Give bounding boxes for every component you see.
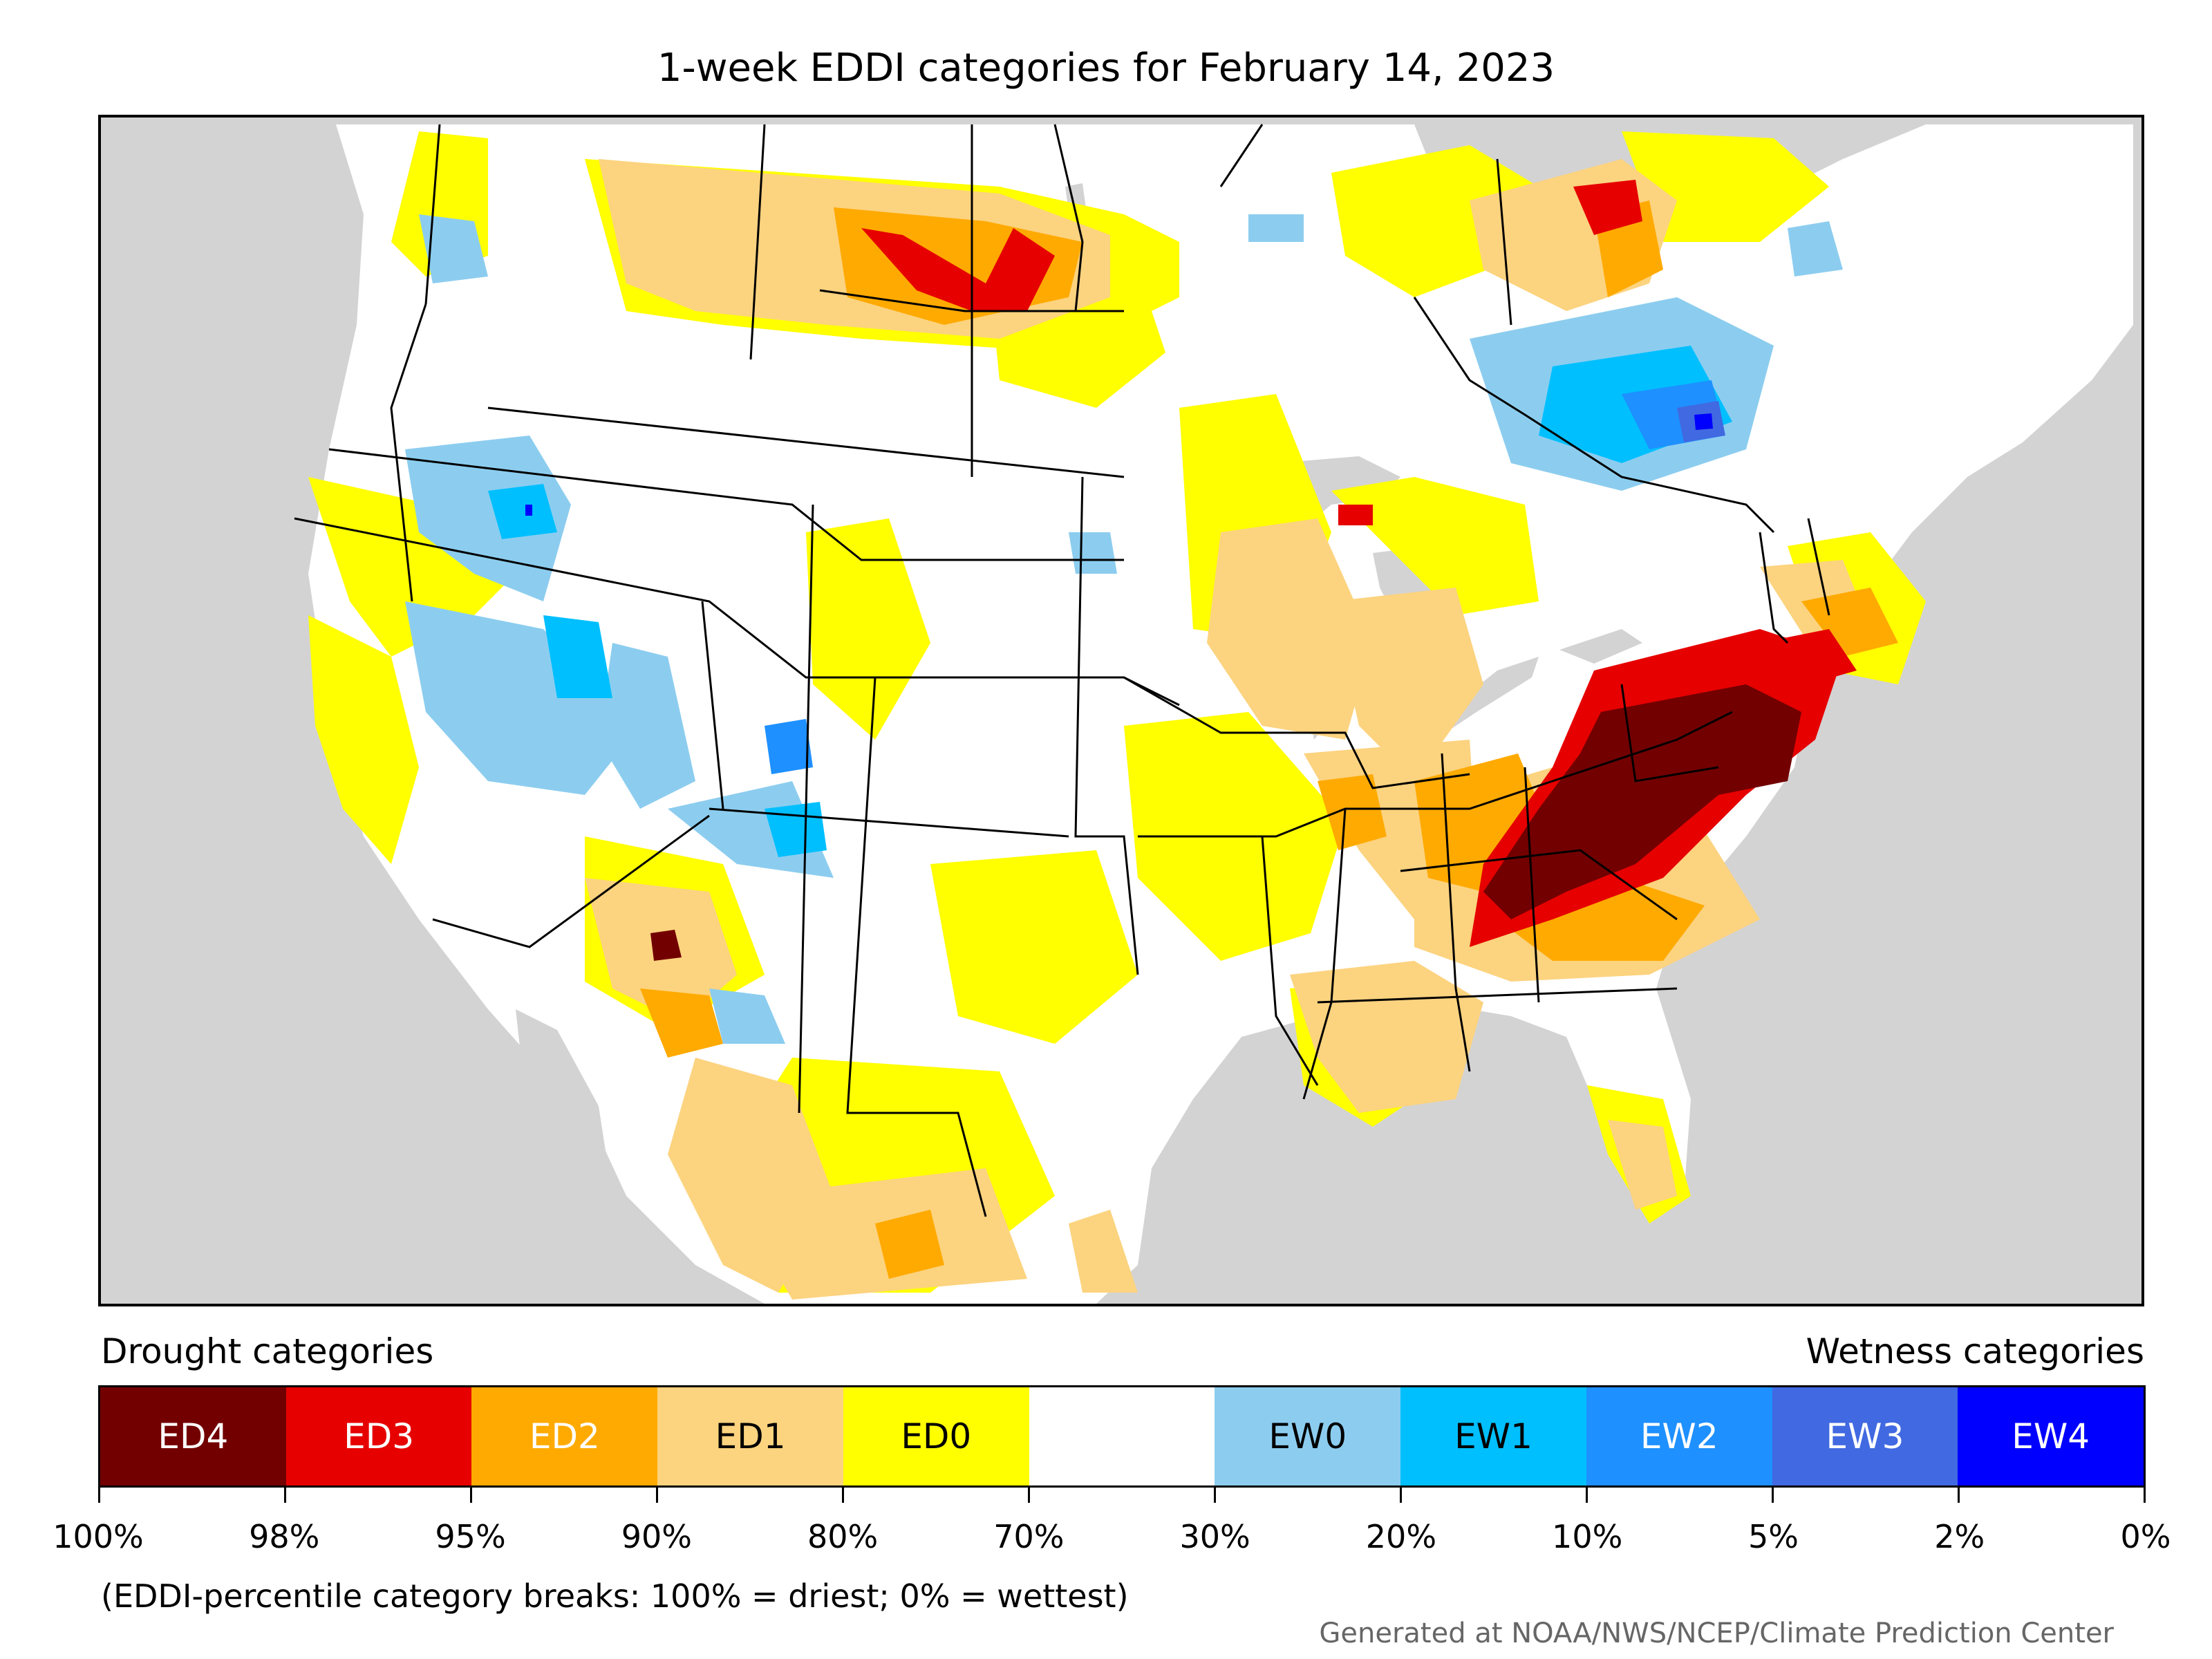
source-credit: Generated at NOAA/NWS/NCEP/Climate Predi… bbox=[1319, 1618, 2114, 1649]
map-canvas bbox=[294, 124, 2133, 1304]
lake-ontario bbox=[1559, 629, 1642, 664]
colorbar-cell: ED2 bbox=[471, 1387, 658, 1485]
colorbar-cell: ED3 bbox=[285, 1387, 472, 1485]
category-colorbar: ED4 ED3 ED2 ED1 ED0 EW0 EW1 EW2 EW3 EW4 bbox=[98, 1385, 2146, 1488]
colorbar-tick bbox=[1400, 1488, 1402, 1503]
colorbar-tick-label: 0% bbox=[2120, 1518, 2171, 1555]
ew4-areas bbox=[525, 413, 1713, 516]
colorbar-tick bbox=[842, 1488, 844, 1503]
drought-categories-heading: Drought categories bbox=[101, 1331, 434, 1371]
colorbar-tick-label: 30% bbox=[1179, 1518, 1250, 1555]
eddi-map bbox=[98, 115, 2144, 1306]
state-boundaries bbox=[294, 124, 1830, 1217]
colorbar-tick bbox=[284, 1488, 286, 1503]
colorbar-cell: ED4 bbox=[100, 1387, 286, 1485]
colorbar-cell bbox=[1029, 1387, 1215, 1485]
colorbar-tick-label: 5% bbox=[1747, 1518, 1799, 1555]
colorbar-tick-label: 90% bbox=[621, 1518, 692, 1555]
colorbar-tick bbox=[470, 1488, 472, 1503]
colorbar-tick bbox=[1772, 1488, 1774, 1503]
colorbar-cell: EW0 bbox=[1215, 1387, 1401, 1485]
colorbar-tick bbox=[1028, 1488, 1030, 1503]
colorbar-cell: EW3 bbox=[1772, 1387, 1958, 1485]
colorbar-cell: ED1 bbox=[657, 1387, 843, 1485]
colorbar-tick-label: 98% bbox=[249, 1518, 320, 1555]
colorbar-cell: EW4 bbox=[1958, 1387, 2144, 1485]
colorbar-tick-label: 10% bbox=[1552, 1518, 1623, 1555]
gulf-of-california bbox=[516, 1009, 612, 1286]
percentile-footnote: (EDDI-percentile category breaks: 100% =… bbox=[101, 1577, 1129, 1615]
colorbar-tick bbox=[656, 1488, 658, 1503]
colorbar-tick bbox=[1586, 1488, 1588, 1503]
wetness-categories-heading: Wetness categories bbox=[1806, 1331, 2144, 1371]
colorbar-tick-label: 95% bbox=[435, 1518, 506, 1555]
colorbar-tick bbox=[98, 1488, 100, 1503]
colorbar-cell: EW2 bbox=[1586, 1387, 1772, 1485]
colorbar-tick bbox=[1958, 1488, 1960, 1503]
ed4-areas bbox=[650, 684, 1801, 961]
colorbar-tick-label: 100% bbox=[53, 1518, 144, 1555]
colorbar-tick-label: 70% bbox=[993, 1518, 1065, 1555]
colorbar-tick bbox=[2144, 1488, 2146, 1503]
colorbar-tick-label: 20% bbox=[1365, 1518, 1437, 1555]
colorbar-tick-label: 80% bbox=[807, 1518, 879, 1555]
map-title: 1-week EDDI categories for February 14, … bbox=[657, 46, 1555, 91]
colorbar-cell: ED0 bbox=[843, 1387, 1029, 1485]
colorbar-tick-label: 2% bbox=[1934, 1518, 1985, 1555]
colorbar-tick bbox=[1214, 1488, 1216, 1503]
colorbar-cell: EW1 bbox=[1400, 1387, 1586, 1485]
colorbar-ticks bbox=[98, 1488, 2146, 1504]
